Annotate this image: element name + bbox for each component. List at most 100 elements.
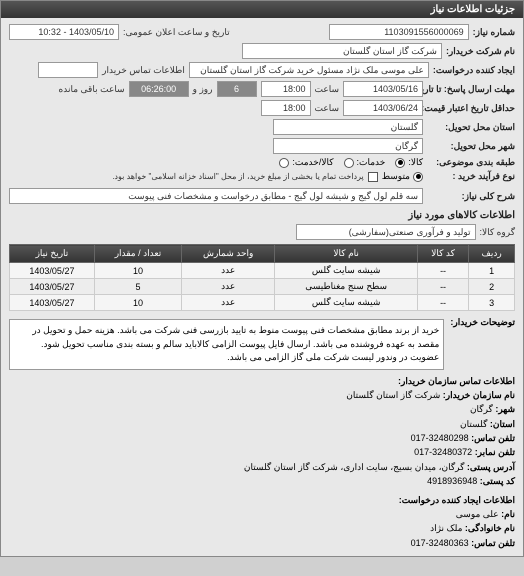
buyer-field: شرکت گاز استان گلستان [242, 43, 442, 59]
city-label: شهر محل تحویل: [427, 141, 515, 152]
row-group: گروه کالا: تولید و فرآوری صنعتی(سفارشی) [9, 224, 515, 240]
row-buyer: نام شرکت خریدار: شرکت گاز استان گلستان [9, 43, 515, 59]
cb-addr: گرگان، میدان بسیج، سایت اداری، شرکت گاز … [244, 462, 465, 472]
table-cell: -- [417, 295, 468, 311]
datetime-label: تاریخ و ساعت اعلان عمومی: [123, 27, 230, 38]
grouping-label: طبقه بندی موضوعی: [427, 157, 515, 168]
table-header-row: ردیف کد کالا نام کالا واحد شمارش تعداد /… [10, 245, 515, 263]
city-field: گرگان [273, 138, 423, 154]
notes-label: توضیحات خریدار: [450, 317, 515, 328]
cr-name: علی موسی [456, 509, 499, 519]
table-cell: سطح سنج مغناطیسی [275, 279, 418, 295]
radio-kalakhadamat[interactable]: کالا/خدمت: [279, 157, 333, 168]
credit-date-field: 1403/06/24 [343, 100, 423, 116]
row-credit: حداقل تاریخ اعتبار قیمت: تا تاریخ: 1403/… [9, 100, 515, 116]
row-province: استان محل تحویل: گلستان [9, 119, 515, 135]
table-row: 1--شیشه سایت گلسعدد101403/05/27 [10, 263, 515, 279]
table-row: 3--شیشه سایت گلسعدد101403/05/27 [10, 295, 515, 311]
cb-org: شرکت گاز استان گلستان [346, 390, 440, 400]
radio-kala[interactable]: کالا: [395, 157, 423, 168]
table-row: 2--سطح سنج مغناطیسیعدد51403/05/27 [10, 279, 515, 295]
notes-text: خرید از برند مطابق مشخصات فنی پیوست منوط… [9, 319, 444, 370]
group-field: تولید و فرآوری صنعتی(سفارشی) [296, 224, 476, 240]
cb-province-label: استان: [490, 419, 515, 429]
items-section-title: اطلاعات کالاهای مورد نیاز [9, 210, 515, 221]
radio-dot-icon [395, 158, 405, 168]
radio-khadamat-label: خدمات: [357, 157, 386, 168]
cb-zip-label: کد پستی: [480, 476, 515, 486]
contact-buyer-title: اطلاعات تماس سازمان خریدار: [9, 374, 515, 388]
checkbox-treasury[interactable] [368, 172, 378, 182]
table-cell: 1 [469, 263, 515, 279]
process-label: نوع فرآیند خرید : [427, 171, 515, 182]
col-qty: تعداد / مقدار [94, 245, 181, 263]
cb-fax-label: تلفن نمابر: [475, 447, 515, 457]
province-label: استان محل تحویل: [427, 122, 515, 133]
cr-phone-label: تلفن تماس: [471, 538, 515, 548]
radio-dot-icon [413, 172, 423, 182]
col-name: نام کالا [275, 245, 418, 263]
cb-phone: 32480298-017 [411, 433, 469, 443]
remain-label1: روز و [193, 84, 213, 95]
table-cell: 1403/05/27 [10, 279, 95, 295]
table-cell: 1403/05/27 [10, 263, 95, 279]
contact-requester-block: اطلاعات ایجاد کننده درخواست: نام: علی مو… [9, 493, 515, 551]
desc-label: شرح کلی نیاز: [427, 191, 515, 202]
col-code: کد کالا [417, 245, 468, 263]
details-panel: جزئیات اطلاعات نیاز شماره نیاز: 11030915… [0, 0, 524, 557]
cb-city: گرگان [470, 404, 493, 414]
table-cell: 3 [469, 295, 515, 311]
desc-field: سه قلم لول گیج و شیشه لول گیج - مطابق در… [9, 188, 423, 204]
remain-time-field: 06:26:00 [129, 81, 189, 97]
datetime-field: 1403/05/10 - 10:32 [9, 24, 119, 40]
contact-buyer-block: اطلاعات تماس سازمان خریدار: نام سازمان خ… [9, 374, 515, 489]
radio-empty-icon [344, 158, 354, 168]
table-cell: -- [417, 263, 468, 279]
grouping-radios: کالا: خدمات: کالا/خدمت: [279, 157, 423, 168]
table-cell: -- [417, 279, 468, 295]
requester-label: ایجاد کننده درخواست: [433, 65, 515, 76]
cb-zip: 4918936948 [427, 476, 477, 486]
group-label: گروه کالا: [480, 227, 515, 238]
credit-time-field: 18:00 [261, 100, 311, 116]
row-city: شهر محل تحویل: گرگان [9, 138, 515, 154]
deadline-label: مهلت ارسال پاسخ: تا تاریخ: [427, 84, 515, 95]
table-cell: عدد [182, 295, 275, 311]
row-grouping: طبقه بندی موضوعی: کالا: خدمات: کالا/خدمت… [9, 157, 515, 168]
table-cell: 10 [94, 295, 181, 311]
radio-khadamat[interactable]: خدمات: [344, 157, 386, 168]
table-cell: 2 [469, 279, 515, 295]
cb-org-label: نام سازمان خریدار: [443, 390, 515, 400]
buyer-label: نام شرکت خریدار: [446, 46, 515, 57]
credit-label: حداقل تاریخ اعتبار قیمت: تا تاریخ: [427, 103, 515, 114]
requester-field: علی موسی ملک نژاد مسئول خرید شرکت گاز اس… [189, 62, 429, 78]
panel-header: جزئیات اطلاعات نیاز [1, 1, 523, 18]
col-row: ردیف [469, 245, 515, 263]
col-unit: واحد شمارش [182, 245, 275, 263]
table-cell: شیشه سایت گلس [275, 295, 418, 311]
cr-phone: 32480363-017 [411, 538, 469, 548]
cb-fax: 32480372-017 [414, 447, 472, 457]
province-field: گلستان [273, 119, 423, 135]
deadline-time-field: 18:00 [261, 81, 311, 97]
items-table: ردیف کد کالا نام کالا واحد شمارش تعداد /… [9, 244, 515, 311]
radio-kala-label: کالا: [408, 157, 423, 168]
radio-motavasset-label: متوسط [382, 171, 410, 182]
credit-time-label: ساعت [315, 103, 340, 114]
deadline-time-label: ساعت [315, 84, 340, 95]
cr-name-label: نام: [501, 509, 515, 519]
cb-city-label: شهر: [495, 404, 515, 414]
table-cell: شیشه سایت گلس [275, 263, 418, 279]
panel-title: جزئیات اطلاعات نیاز [431, 4, 515, 15]
col-date: تاریخ نیاز [10, 245, 95, 263]
panel-body: شماره نیاز: 1103091556000069 تاریخ و ساع… [1, 18, 523, 556]
row-deadline: مهلت ارسال پاسخ: تا تاریخ: 1403/05/16 سا… [9, 81, 515, 97]
row-desc: شرح کلی نیاز: سه قلم لول گیج و شیشه لول … [9, 188, 515, 204]
cb-province: گلستان [460, 419, 487, 429]
buyer-contact-field[interactable] [38, 62, 98, 78]
table-cell: 5 [94, 279, 181, 295]
row-requester: ایجاد کننده درخواست: علی موسی ملک نژاد م… [9, 62, 515, 78]
radio-motavasset[interactable]: متوسط [382, 171, 423, 182]
notes-row: توضیحات خریدار: خرید از برند مطابق مشخصا… [9, 317, 515, 370]
request-no-field: 1103091556000069 [329, 24, 469, 40]
